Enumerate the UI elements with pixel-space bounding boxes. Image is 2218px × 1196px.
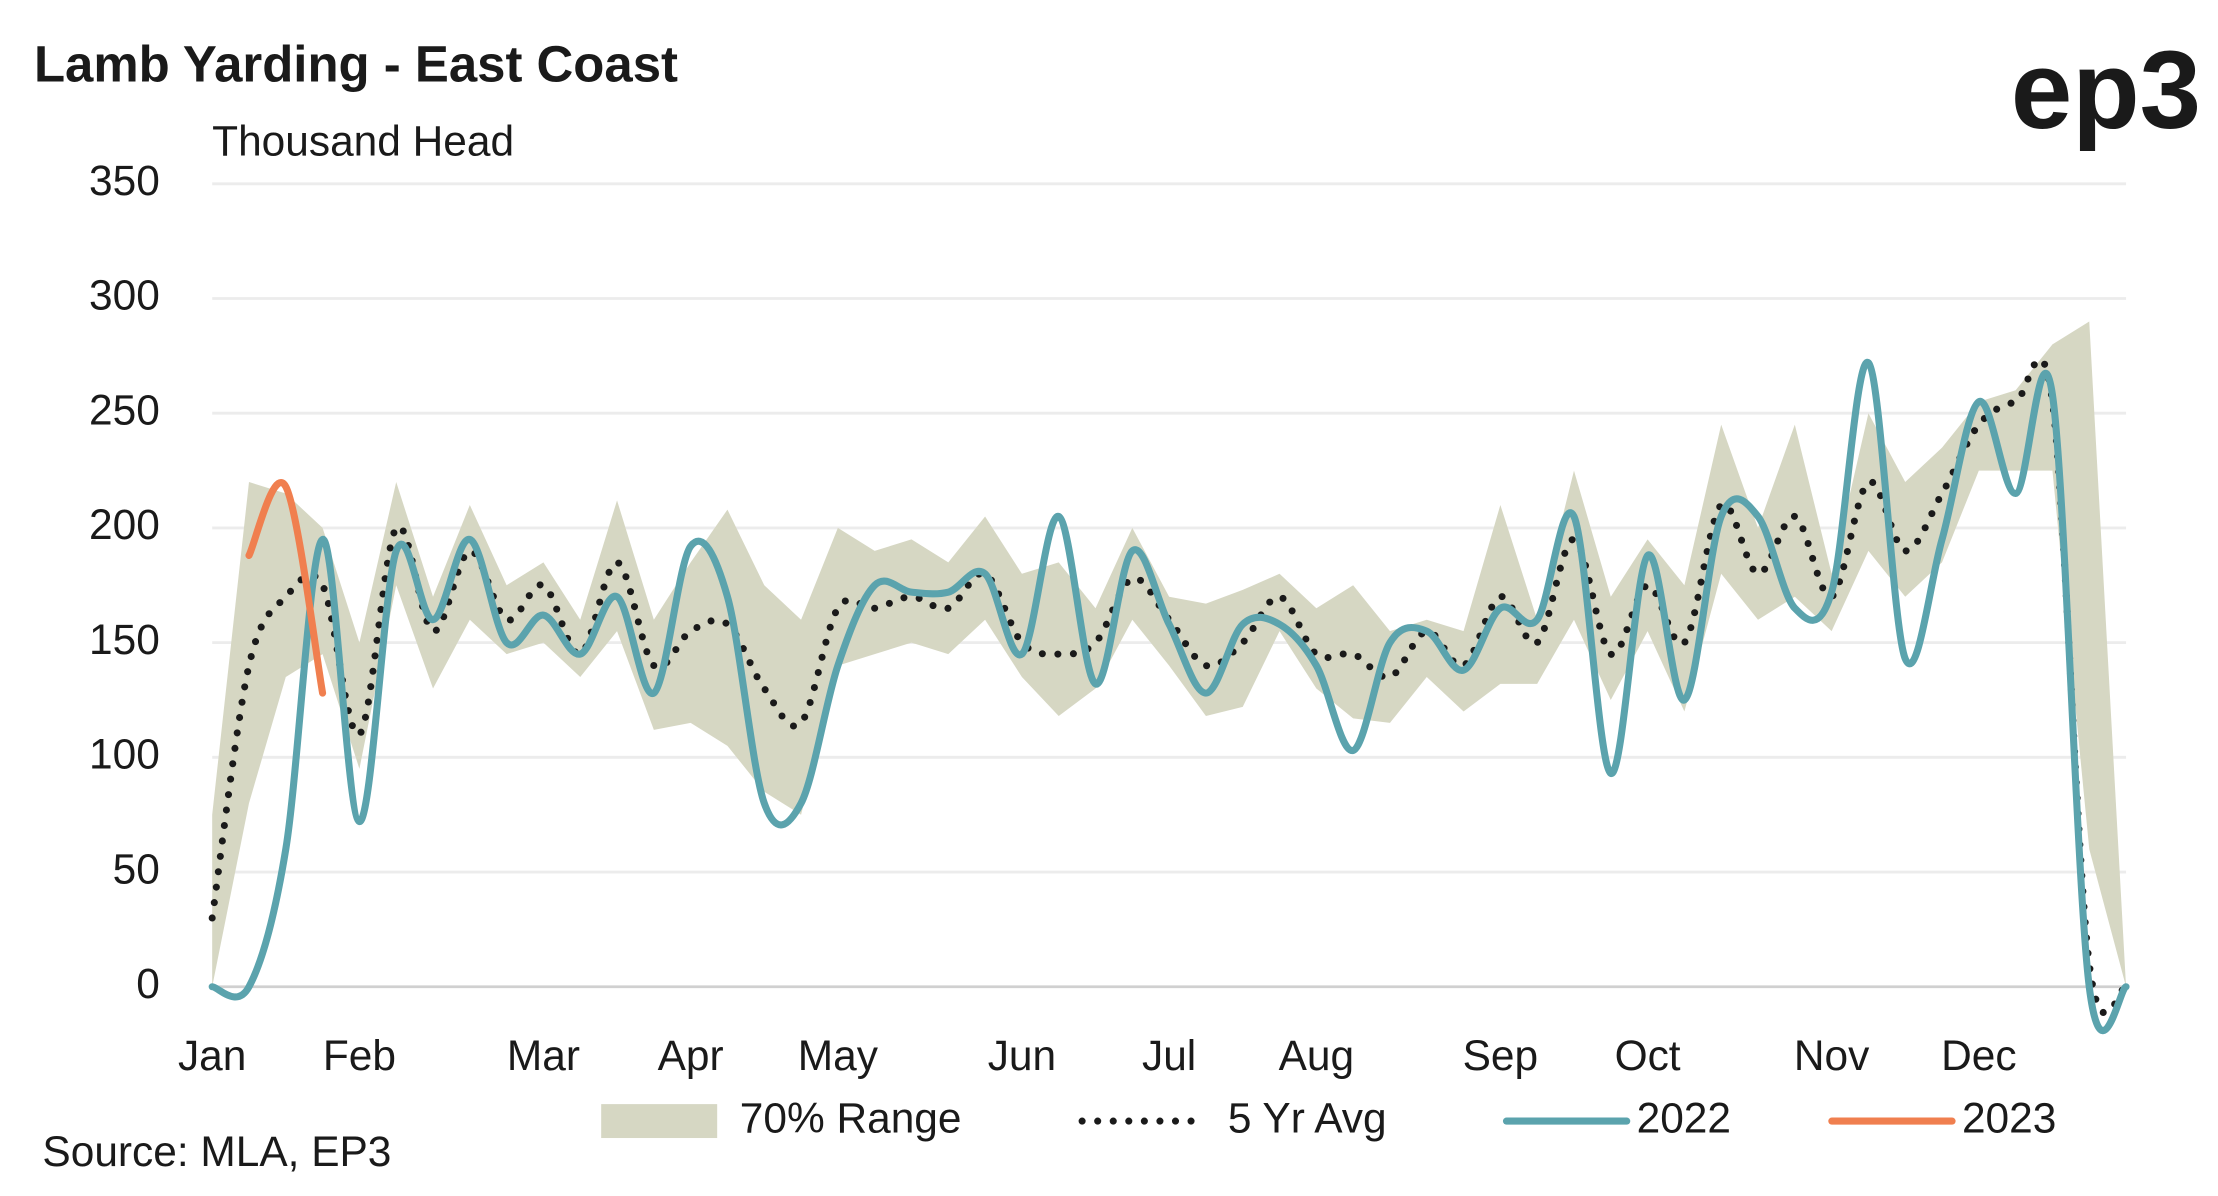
chart-title: Lamb Yarding - East Coast: [34, 35, 678, 92]
y-tick-label: 100: [89, 731, 160, 778]
y-tick-label: 50: [113, 845, 160, 892]
legend-swatch: [601, 1104, 718, 1139]
x-tick-label: Mar: [507, 1032, 580, 1079]
range-band: [212, 321, 2127, 987]
series-line: [208, 359, 2130, 1035]
x-tick-label: Feb: [323, 1032, 396, 1079]
x-tick-label: Dec: [1941, 1032, 2016, 1079]
y-tick-label: 150: [89, 616, 160, 663]
y-tick-label: 0: [136, 960, 160, 1007]
series-line: [245, 479, 327, 697]
logo: ep3: [2011, 29, 2201, 152]
legend-label: 2022: [1637, 1094, 1731, 1141]
x-tick-label: Aug: [1279, 1032, 1354, 1079]
x-tick-label: Jul: [1142, 1032, 1196, 1079]
y-tick-label: 350: [89, 157, 160, 204]
source-note: Source: MLA, EP3: [42, 1128, 391, 1175]
x-tick-label: Nov: [1794, 1032, 1870, 1079]
legend-label: 70% Range: [740, 1094, 962, 1141]
x-tick-label: May: [798, 1032, 879, 1079]
x-tick-label: Oct: [1615, 1032, 1681, 1079]
x-tick-label: Apr: [658, 1032, 724, 1079]
legend-label: 5 Yr Avg: [1228, 1094, 1387, 1141]
y-tick-label: 250: [89, 386, 160, 433]
legend-label: 2023: [1962, 1094, 2056, 1141]
y-tick-label: 200: [89, 501, 160, 548]
x-tick-label: Jan: [178, 1032, 246, 1079]
x-tick-label: Jun: [988, 1032, 1056, 1079]
y-tick-label: 300: [89, 272, 160, 319]
series-line: [208, 355, 2130, 1017]
x-tick-label: Sep: [1463, 1032, 1538, 1079]
y-axis-label: Thousand Head: [212, 117, 514, 164]
